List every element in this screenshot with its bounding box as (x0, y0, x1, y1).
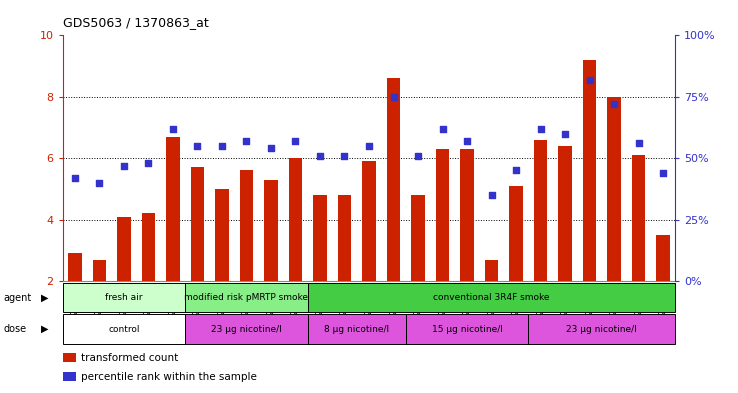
Bar (190, 167, 204, 281)
Bar (185, 283, 308, 312)
Bar (509, 186, 523, 281)
Bar (142, 213, 155, 281)
Bar (362, 161, 376, 281)
Text: 15 μg nicotine/l: 15 μg nicotine/l (432, 325, 503, 334)
Point (167, 125, 179, 132)
Point (461, 138, 473, 144)
Point (437, 125, 449, 132)
Bar (166, 137, 180, 281)
Bar (461, 149, 474, 281)
Bar (68, 253, 82, 281)
Bar (93, 259, 106, 281)
Bar (338, 195, 351, 281)
Bar (63, 372, 76, 381)
Bar (185, 314, 308, 344)
Bar (215, 189, 229, 281)
Point (584, 76, 596, 83)
Text: agent: agent (4, 293, 32, 303)
Bar (558, 146, 572, 281)
Bar (63, 314, 185, 344)
Bar (583, 60, 596, 281)
Bar (411, 195, 425, 281)
Text: ▶: ▶ (41, 293, 48, 303)
Point (241, 138, 252, 144)
Point (412, 152, 424, 159)
Point (265, 145, 277, 151)
Point (363, 143, 375, 149)
Bar (313, 195, 327, 281)
Bar (289, 158, 303, 281)
Point (339, 152, 351, 159)
Bar (117, 217, 131, 281)
Text: 23 μg nicotine/l: 23 μg nicotine/l (211, 325, 282, 334)
Text: 23 μg nicotine/l: 23 μg nicotine/l (566, 325, 637, 334)
Bar (264, 180, 277, 281)
Point (289, 138, 301, 144)
Text: ▶: ▶ (41, 324, 48, 334)
Point (632, 140, 644, 147)
Point (608, 101, 620, 107)
Point (510, 167, 522, 174)
Point (559, 130, 571, 137)
Point (216, 143, 228, 149)
Bar (534, 140, 548, 281)
Text: conventional 3R4F smoke: conventional 3R4F smoke (433, 293, 550, 302)
Point (192, 143, 204, 149)
Text: dose: dose (4, 324, 27, 334)
Point (387, 94, 399, 100)
Bar (387, 78, 400, 281)
Bar (63, 283, 185, 312)
Bar (656, 235, 670, 281)
Point (69, 174, 81, 181)
Bar (435, 149, 449, 281)
Point (657, 170, 669, 176)
Text: GDS5063 / 1370863_at: GDS5063 / 1370863_at (63, 16, 208, 29)
Point (94, 180, 106, 186)
Bar (240, 171, 253, 281)
Text: fresh air: fresh air (106, 293, 142, 302)
Bar (607, 97, 621, 281)
Point (118, 162, 130, 169)
Text: percentile rank within the sample: percentile rank within the sample (81, 372, 257, 382)
Bar (632, 155, 645, 281)
Bar (528, 314, 675, 344)
Bar (485, 259, 498, 281)
Bar (308, 314, 406, 344)
Point (534, 125, 546, 132)
Text: modified risk pMRTP smoke: modified risk pMRTP smoke (184, 293, 308, 302)
Point (314, 152, 326, 159)
Text: transformed count: transformed count (81, 353, 179, 363)
Text: 8 μg nicotine/l: 8 μg nicotine/l (324, 325, 390, 334)
Point (142, 160, 154, 166)
Bar (308, 283, 675, 312)
Text: control: control (108, 325, 139, 334)
Bar (63, 353, 76, 362)
Bar (406, 314, 528, 344)
Point (486, 192, 497, 198)
